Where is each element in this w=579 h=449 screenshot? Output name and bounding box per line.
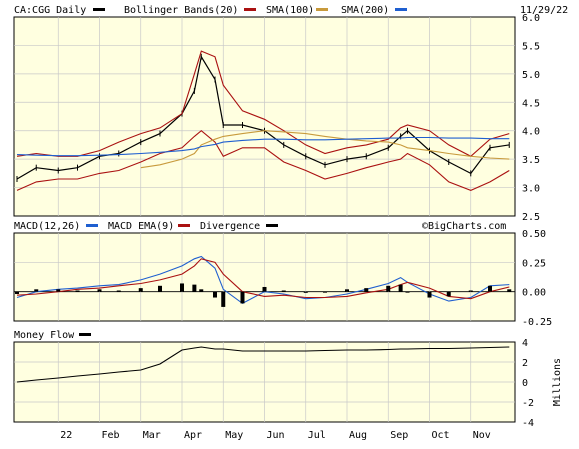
sma100-label: SMA(100) [266,5,314,16]
money-flow-grid [14,342,515,422]
x-tick-label: Aug [349,430,367,441]
divergence-bar [180,283,184,292]
money-flow-legend: Money Flow [14,330,91,341]
price-legend: CA:CGG Daily Bollinger Bands(20) SMA(100… [14,5,568,16]
sma100-legend-swatch [316,8,328,11]
macd-series-group [15,255,512,307]
divergence-bar [427,291,432,298]
y-tick-label: 0.00 [522,288,546,299]
macd-legend: MACD(12,26) MACD EMA(9) Divergence ©BigC… [14,221,506,232]
money-flow-series-group [16,346,510,383]
y-tick-label: -2 [522,398,534,409]
y-tick-label: 0.25 [522,258,546,269]
divergence-bar [138,288,143,292]
series-line-macd-ema-9 [16,258,510,300]
x-tick-label: Sep [390,430,408,441]
y-tick-label: 4 [522,338,528,349]
price-legend-swatch [93,8,105,11]
divergence-bar [15,291,19,295]
x-tick-label: Jul [308,430,326,441]
series-line-macd-12-26 [16,255,510,305]
x-tick-label: Apr [184,430,202,441]
price-grid [14,17,515,216]
x-tick-label: May [225,430,243,441]
divergence-bar [398,284,403,292]
chart-date: 11/29/22 [520,5,568,16]
x-tick-label: Mar [143,430,161,441]
y-tick-label: 5.0 [522,70,540,81]
y-tick-label: -4 [522,418,534,429]
series-line-bollinger-bands-20 [16,50,510,157]
divergence-bar [468,290,473,292]
x-tick-label: Jun [267,430,285,441]
divergence-bar [192,284,197,292]
macd-ema-label: MACD EMA(9) [108,221,174,232]
y-tick-label: 3.0 [522,184,540,195]
money-flow-ylabel: Millions [552,358,563,406]
y-tick-label: 4.0 [522,127,540,138]
y-tick-label: 4.5 [522,98,540,109]
divergence-bar [281,290,286,292]
bollinger-legend-swatch [244,8,256,11]
divergence-bar [364,288,369,292]
y-tick-label: -0.25 [522,317,552,328]
price-series-group [16,50,510,191]
macd-label: MACD(12,26) [14,221,80,232]
series-line-sma-100 [140,130,510,169]
divergence-bar [34,289,39,292]
series-line-bollinger-bands-20 [16,129,510,191]
divergence-label: Divergence [200,221,260,232]
x-tick-label: Oct [432,430,450,441]
divergence-bar [75,290,80,292]
divergence-legend-swatch [266,224,278,227]
divergence-bar [221,291,226,307]
money-flow-legend-swatch [79,333,91,336]
x-tick-label: Nov [473,430,491,441]
divergence-bar [116,290,121,292]
y-tick-label: 2 [522,358,528,369]
sma200-legend-swatch [395,8,407,11]
ticker-label: CA:CGG Daily [14,5,86,16]
divergence-bar [262,286,267,292]
y-tick-label: 6.0 [522,13,540,24]
money-flow-label: Money Flow [14,330,75,341]
divergence-bar [303,291,308,293]
divergence-bar [213,291,217,298]
x-tick-label: Feb [102,430,120,441]
bollinger-label: Bollinger Bands(20) [124,5,238,16]
money-flow-y-axis: -4 -2 0 2 4 [522,338,534,429]
x-axis: 22 Feb Mar Apr May Jun Jul Aug Sep Oct Nov [60,430,491,441]
sma200-label: SMA(200) [341,5,389,16]
divergence-bar [323,291,327,293]
divergence-bar [507,289,512,292]
price-y-axis: 2.5 3.0 3.5 4.0 4.5 5.0 5.5 6.0 [522,13,540,223]
divergence-bar [446,291,451,297]
y-tick-label: 2.5 [522,212,540,223]
series-line-sma-200 [16,136,510,157]
divergence-bar [199,289,204,292]
x-tick-label: 22 [60,430,72,441]
divergence-bar [240,291,245,304]
watermark: ©BigCharts.com [422,221,506,232]
divergence-bar [56,289,61,292]
y-tick-label: 0.50 [522,229,546,240]
divergence-bar [488,285,492,292]
divergence-bar [386,285,391,292]
divergence-bar [158,285,162,292]
y-tick-label: 0 [522,378,528,389]
y-tick-label: 5.5 [522,41,540,52]
macd-legend-swatch [86,224,98,227]
divergence-bar [405,291,410,293]
divergence-bar [345,289,349,292]
macd-y-axis: -0.25 0.00 0.25 0.50 [522,229,552,328]
macd-ema-legend-swatch [178,224,190,227]
y-tick-label: 3.5 [522,155,540,166]
divergence-bar [97,289,102,292]
series-line-money-flow [16,346,510,383]
